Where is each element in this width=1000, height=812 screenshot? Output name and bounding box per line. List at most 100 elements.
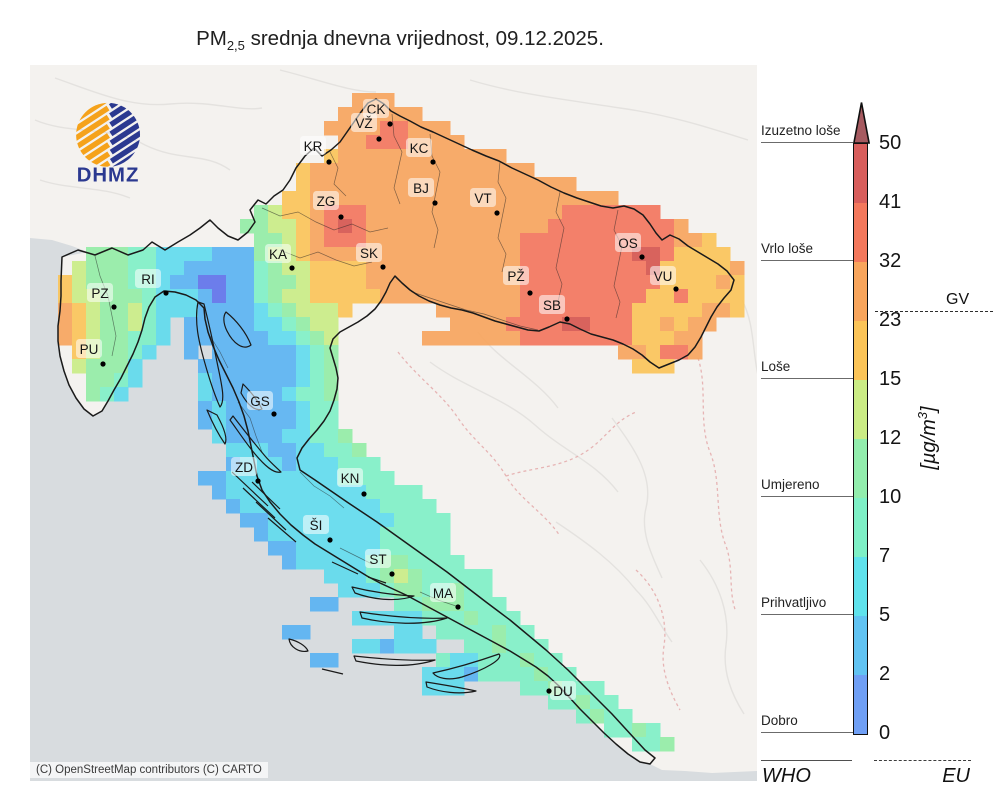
- title-pm: PM: [196, 27, 227, 50]
- city-KN: KN: [337, 468, 367, 497]
- city-label: KR: [304, 139, 323, 154]
- city-KC: KC: [406, 138, 436, 165]
- city-label-bg: [356, 243, 382, 262]
- city-dot: [639, 254, 645, 260]
- city-label-bg: [300, 136, 326, 155]
- city-label: ŠI: [310, 518, 323, 533]
- city-GS: GS: [247, 391, 277, 417]
- legend-category: Prihvatljivo: [761, 595, 853, 615]
- legend-category: Loše: [761, 359, 853, 379]
- city-label-bg: [470, 188, 496, 207]
- legend-tick-2: 2: [879, 663, 891, 685]
- city-dot: [494, 210, 500, 216]
- city-label-bg: [408, 178, 434, 197]
- city-ST: ST: [365, 549, 395, 577]
- page-title: PM2,5 srednja dnevna vrijednost, 09.12.2…: [0, 27, 800, 53]
- city-SK: SK: [356, 243, 386, 270]
- city-DU: DU: [546, 681, 576, 700]
- title-subscript: 2,5: [226, 38, 245, 54]
- heatmap-grid: [58, 93, 745, 752]
- city-label-bg: [247, 391, 273, 410]
- city-dot: [255, 478, 261, 484]
- city-KR: KR: [300, 136, 332, 165]
- city-dot: [546, 688, 552, 694]
- city-label-bg: [365, 549, 391, 568]
- city-label: VU: [654, 269, 673, 284]
- unit-prefix: [µg/m: [917, 419, 940, 470]
- legend-category: Izuzetno loše: [761, 123, 853, 143]
- legend-tick-23: 23: [879, 309, 902, 331]
- colorbar: [853, 143, 868, 735]
- legend-category: Dobro: [761, 713, 853, 733]
- city-label: PZ: [91, 286, 108, 301]
- city-label-bg: [351, 113, 377, 132]
- dhmz-logo-text: DHMZ: [77, 164, 140, 186]
- city-VT: VT: [470, 188, 500, 216]
- city-dot: [389, 571, 395, 577]
- city-label: ZD: [235, 460, 253, 475]
- city-PŽ: PŽ: [503, 266, 533, 296]
- city-label: ZG: [317, 194, 336, 209]
- city-dot: [376, 136, 382, 142]
- city-label-bg: [135, 269, 161, 288]
- city-dot: [361, 491, 367, 497]
- city-PZ: PZ: [87, 283, 117, 310]
- city-label: OS: [618, 236, 638, 251]
- city-dot: [271, 411, 277, 417]
- city-label-bg: [231, 457, 257, 476]
- city-dot: [326, 159, 332, 165]
- city-label-bg: [503, 266, 529, 285]
- legend-tick-15: 15: [879, 368, 902, 390]
- city-dot: [430, 159, 436, 165]
- colorbar-segment-7-10: [854, 498, 867, 557]
- city-dot: [527, 290, 533, 296]
- city-KA: KA: [265, 244, 295, 271]
- title-rest: srednja dnevna vrijednost, 09.12.2025.: [244, 27, 604, 50]
- city-ZG: ZG: [313, 191, 344, 220]
- city-dot: [163, 290, 169, 296]
- who-line-key: [761, 760, 852, 761]
- legend-category: Vrlo loše: [761, 241, 853, 261]
- city-RI: RI: [135, 269, 169, 296]
- city-PU: PU: [76, 339, 106, 367]
- city-label-bg: [650, 266, 676, 285]
- legend-tick-5: 5: [879, 604, 891, 626]
- island-outlines: [195, 301, 501, 694]
- colorbar-segment-23-32: [854, 262, 867, 321]
- city-label: VT: [474, 191, 491, 206]
- map-attribution: (C) OpenStreetMap contributors (C) CARTO: [30, 762, 268, 778]
- city-label: SK: [360, 246, 378, 261]
- city-dot: [455, 604, 461, 610]
- city-label: PŽ: [507, 269, 524, 284]
- city-dot: [338, 214, 344, 220]
- city-label-bg: [87, 283, 113, 302]
- city-label: VŽ: [355, 116, 372, 131]
- city-label: ST: [369, 552, 386, 567]
- city-dot: [380, 264, 386, 270]
- unit-sup: 3: [915, 411, 931, 420]
- city-label: KA: [269, 247, 287, 262]
- city-ZD: ZD: [231, 457, 261, 484]
- city-label-bg: [76, 339, 102, 358]
- city-label-bg: [550, 681, 576, 700]
- city-VŽ: VŽ: [351, 113, 382, 142]
- city-MA: MA: [430, 583, 461, 610]
- city-label-bg: [265, 244, 291, 263]
- city-ŠI: ŠI: [303, 515, 333, 543]
- city-OS: OS: [615, 233, 645, 260]
- city-dot: [564, 316, 570, 322]
- basemap-roads: [34, 69, 757, 715]
- colorbar-segment-12-15: [854, 380, 867, 439]
- gv-threshold-line: [875, 311, 993, 312]
- city-label-bg: [303, 515, 329, 534]
- dhmz-logo: DHMZ: [76, 102, 141, 186]
- city-label: BJ: [413, 181, 429, 196]
- colorbar-segment-41-50: [854, 144, 867, 203]
- colorbar-segment-0-2: [854, 675, 867, 734]
- city-label: MA: [433, 586, 453, 601]
- who-label: WHO: [762, 765, 811, 787]
- city-dot: [327, 537, 333, 543]
- unit-label: [µg/m3]: [915, 406, 941, 469]
